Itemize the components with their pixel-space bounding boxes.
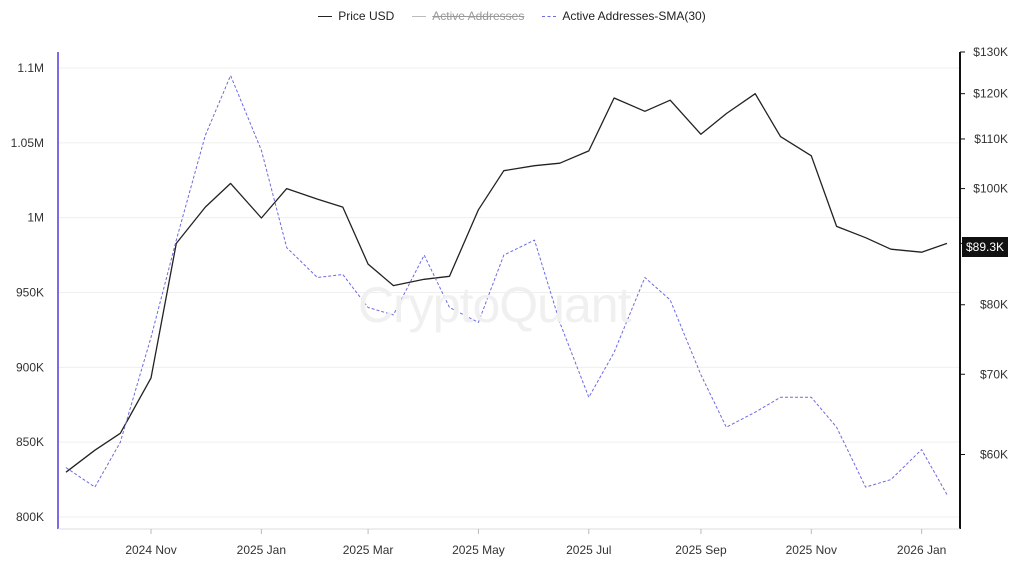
legend-swatch-sma [542, 15, 557, 17]
legend-item-sma[interactable]: Active Addresses-SMA(30) [542, 9, 706, 23]
left-tick-label: 1.05M [11, 136, 44, 150]
legend-swatch-active-addresses [412, 15, 427, 17]
x-axis: 2024 Nov 2025 Jan 2025 Mar 2025 May 2025 Jul… [58, 528, 960, 557]
right-tick-label: $130K [973, 45, 1008, 59]
right-tick-label: $80K [980, 298, 1008, 312]
series-line-sma [65, 75, 948, 495]
right-tick-label: $60K [980, 448, 1008, 462]
current-price-tag: $89.3K [962, 237, 1008, 257]
left-tick-label: 1M [27, 211, 44, 225]
legend-item-price[interactable]: Price USD [318, 9, 394, 23]
left-tick-label: 800K [16, 510, 44, 524]
x-tick-label: 2025 Sep [675, 543, 727, 557]
x-tick-label: 2025 Jan [237, 543, 286, 557]
legend-label-price: Price USD [338, 9, 395, 23]
left-tick-label: 1.1M [17, 61, 44, 75]
right-tick-label: $100K [973, 182, 1008, 196]
legend: Price USD Active Addresses Active Addres… [0, 9, 1024, 23]
left-axis: 1.1M 1.05M 1M 950K 900K 850K 800K [11, 52, 59, 529]
x-tick-label: 2025 Jul [566, 543, 611, 557]
x-tick-label: 2026 Jan [897, 543, 946, 557]
right-tick-label: $120K [973, 87, 1008, 101]
x-tick-label: 2025 Mar [343, 543, 394, 557]
series-line-price [65, 93, 948, 473]
left-tick-label: 900K [16, 360, 44, 374]
x-tick-label: 2025 May [452, 543, 505, 557]
right-tick-label: $70K [980, 367, 1008, 381]
right-axis: $130K$120K$110K$100K$90K$80K$70K$60K [959, 45, 1008, 529]
right-tick-label: $110K [974, 132, 1008, 146]
left-tick-label: 950K [16, 286, 44, 300]
x-tick-label: 2024 Nov [125, 543, 176, 557]
x-tick-label: 2025 Nov [786, 543, 837, 557]
grid-lines [58, 67, 960, 518]
legend-swatch-price [318, 15, 333, 17]
series-lines [65, 75, 948, 495]
legend-label-sma: Active Addresses-SMA(30) [562, 9, 706, 23]
left-tick-label: 850K [16, 435, 44, 449]
legend-item-active-addresses[interactable]: Active Addresses [412, 9, 524, 23]
legend-label-active-addresses: Active Addresses [432, 9, 525, 23]
